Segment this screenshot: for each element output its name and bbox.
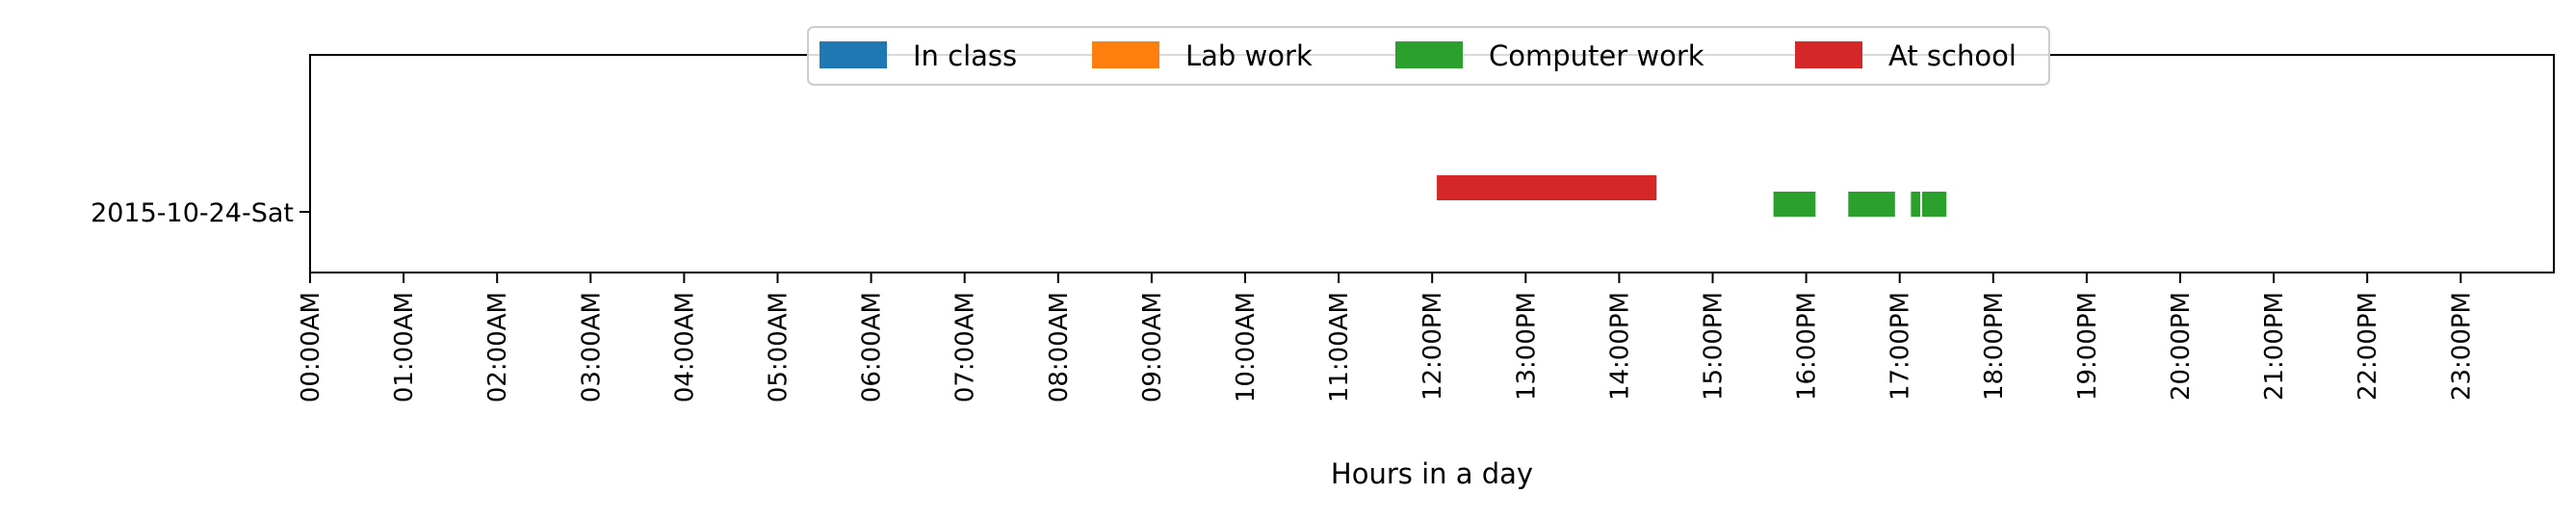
x-tick-label: 15:00PM (1700, 292, 1729, 401)
x-tick-label: 11:00AM (1325, 292, 1354, 403)
y-tick-label: 2015-10-24-Sat (91, 198, 294, 228)
plot-area (310, 55, 2554, 273)
x-tick-label: 08:00AM (1045, 292, 1074, 403)
x-tick-label: 21:00PM (2260, 292, 2289, 401)
x-tick-label: 10:00AM (1232, 292, 1261, 403)
x-tick-label: 16:00PM (1793, 292, 1822, 401)
legend-swatch (1092, 41, 1159, 68)
x-tick-label: 18:00PM (1980, 292, 2009, 401)
x-tick-label: 03:00AM (577, 292, 606, 403)
x-tick-label: 05:00AM (765, 292, 794, 403)
legend-swatch (1395, 41, 1463, 68)
x-tick-label: 07:00AM (951, 292, 980, 403)
y-axis: 2015-10-24-Sat (91, 198, 310, 228)
x-tick-label: 01:00AM (390, 292, 419, 403)
x-tick-label: 23:00PM (2447, 292, 2476, 401)
legend-label: In class (913, 39, 1017, 72)
bar-computer-work (1922, 192, 1947, 217)
legend-swatch (820, 41, 887, 68)
bar-at-school (1437, 175, 1657, 200)
x-tick-label: 14:00PM (1605, 292, 1634, 401)
bar-computer-work (1848, 192, 1895, 217)
x-tick-label: 19:00PM (2073, 292, 2102, 401)
x-tick-label: 17:00PM (1886, 292, 1915, 401)
x-tick-label: 02:00AM (483, 292, 512, 403)
x-tick-label: 06:00AM (858, 292, 887, 403)
x-tick-label: 12:00PM (1418, 292, 1447, 401)
x-tick-label: 00:00AM (297, 292, 325, 403)
legend: In class Lab work Computer work At school (807, 26, 2050, 86)
x-tick-label: 09:00AM (1138, 292, 1167, 403)
legend-label: At school (1888, 39, 2017, 72)
x-tick-label: 20:00PM (2167, 292, 2196, 401)
legend-swatch (1795, 41, 1862, 68)
legend-label: Computer work (1489, 39, 1704, 72)
x-tick-label: 22:00PM (2354, 292, 2382, 401)
legend-label: Lab work (1185, 39, 1313, 72)
x-axis-label: Hours in a day (1331, 457, 1533, 490)
x-tick-label: 04:00AM (670, 292, 699, 403)
x-tick-label: 13:00PM (1512, 292, 1541, 401)
bars-layer (1437, 175, 1947, 217)
bar-computer-work (1773, 192, 1816, 217)
x-axis: 00:00AM 01:00AM 02:00AM 03:00AM 04:00AM 05:00… (297, 273, 2476, 403)
bar-computer-work (1911, 192, 1921, 217)
